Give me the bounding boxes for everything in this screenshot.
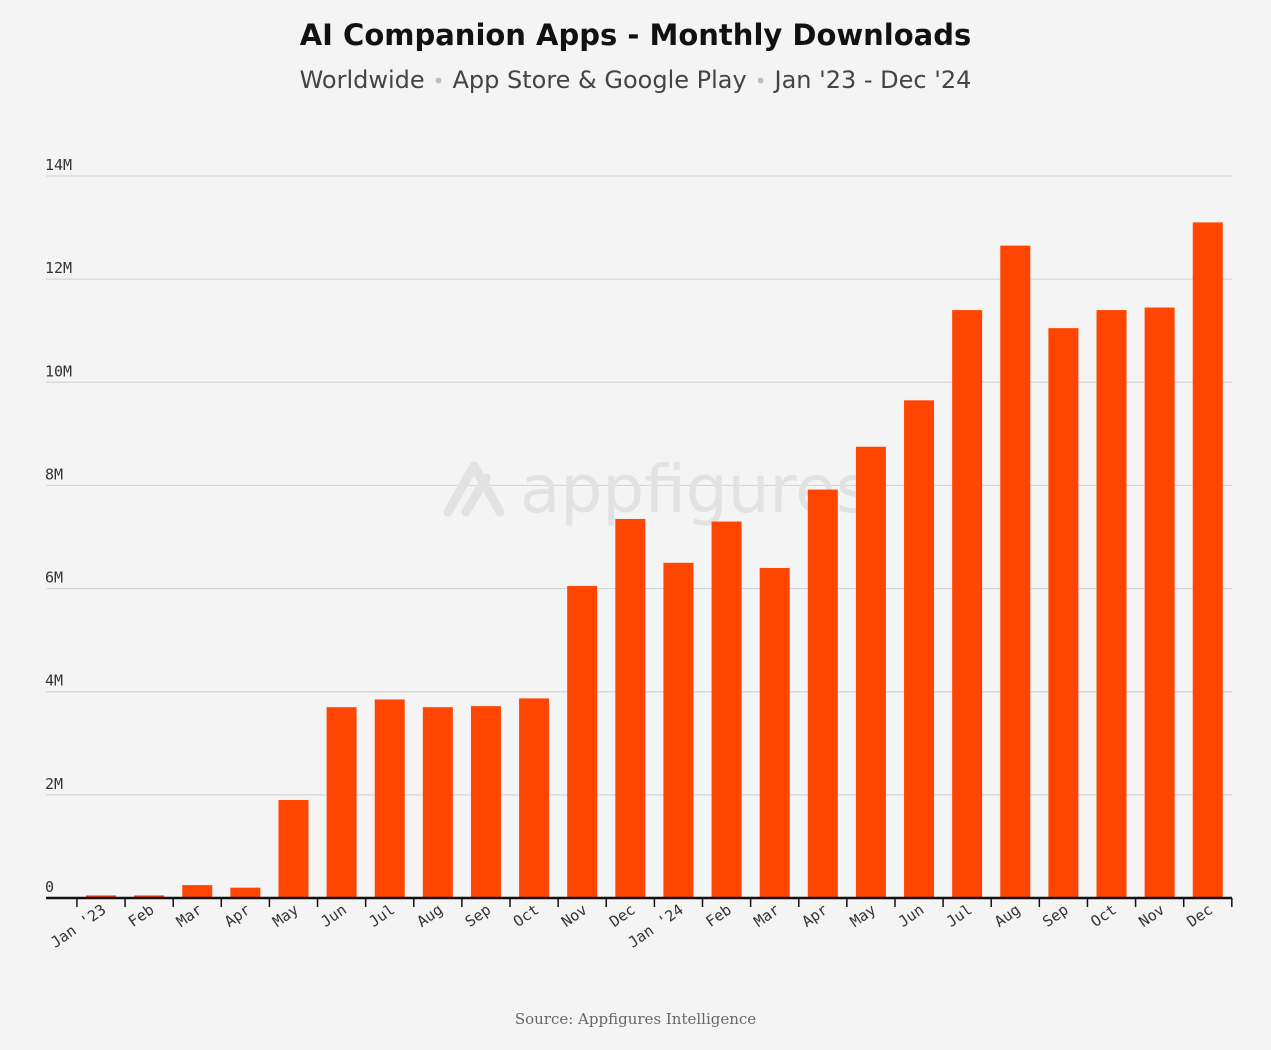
x-tick-label: Nov	[558, 901, 591, 931]
x-axis: Jan '23 Feb Mar Apr May Jun Jul Aug Sep Oct Nov Dec…	[46, 896, 1233, 952]
subtitle-separator-2: •	[754, 69, 767, 93]
x-tick-label: Apr	[221, 901, 254, 931]
x-tick-label: Jun	[895, 901, 928, 931]
x-tick-label: Feb	[125, 901, 158, 931]
bar	[1144, 307, 1175, 898]
y-tick-label: 14M	[45, 156, 72, 174]
bar	[759, 567, 790, 898]
bar	[86, 895, 116, 898]
x-tick-label: Sep	[462, 901, 495, 931]
bar-chart: appfigures 0 2M 4M 6M 8M 10M 12M 14M Jan '23 Feb…	[45, 156, 1233, 952]
bar	[663, 562, 694, 898]
bar	[470, 706, 501, 898]
y-tick-label: 2M	[45, 775, 63, 793]
bar	[182, 885, 213, 898]
bar	[1096, 310, 1127, 899]
source-note: Source: Appfigures Intelligence	[514, 1010, 757, 1028]
bar	[904, 400, 935, 898]
x-tick-label: Jan '23	[47, 901, 109, 952]
appfigures-logo-icon	[443, 461, 505, 517]
y-tick-label: 6M	[45, 569, 63, 587]
x-tick-label: Dec	[606, 901, 639, 931]
x-tick-label: Apr	[799, 901, 832, 931]
watermark: appfigures	[443, 451, 870, 528]
x-tick-label: Aug	[991, 901, 1024, 931]
x-tick-label: Oct	[510, 901, 543, 931]
y-tick-label: 8M	[45, 465, 63, 483]
bar	[807, 489, 838, 898]
x-tick-label: May	[269, 901, 302, 931]
bar	[1048, 328, 1079, 898]
x-tick-label: Feb	[702, 901, 735, 931]
x-tick-label: May	[847, 901, 880, 931]
x-tick-label: Jul	[943, 901, 976, 931]
bar	[134, 895, 165, 898]
bar	[230, 887, 261, 898]
bar	[567, 585, 598, 898]
subtitle-date-range: Jan '23 - Dec '24	[774, 66, 972, 94]
y-axis-ticks: 0 2M 4M 6M 8M 10M 12M 14M	[45, 156, 72, 896]
bars	[86, 222, 1223, 899]
x-tick-label: Jul	[365, 901, 398, 931]
bar	[615, 518, 646, 898]
x-tick-label: Mar	[750, 901, 783, 931]
x-tick-label: Nov	[1135, 901, 1168, 931]
x-tick-label: Sep	[1039, 901, 1072, 931]
x-tick-label: Oct	[1087, 901, 1120, 931]
x-tick-label: Aug	[414, 901, 447, 931]
bar	[374, 699, 405, 898]
chart-title: AI Companion Apps - Monthly Downloads	[299, 18, 972, 52]
chart-subtitle: Worldwide • App Store & Google Play • Jan '2…	[0, 66, 1271, 94]
subtitle-stores: App Store & Google Play	[452, 66, 747, 94]
bar	[855, 446, 886, 898]
y-tick-label: 12M	[45, 259, 72, 277]
bar	[952, 310, 983, 899]
bar	[278, 800, 309, 898]
bar	[711, 521, 742, 898]
bar	[519, 698, 550, 898]
x-tick-label: Jun	[317, 901, 350, 931]
y-tick-label: 4M	[45, 672, 63, 690]
y-tick-label: 0	[45, 878, 54, 896]
subtitle-region: Worldwide	[299, 66, 425, 94]
bar	[326, 707, 357, 898]
bar	[1192, 222, 1223, 898]
subtitle-separator-1: •	[432, 69, 445, 93]
x-tick-label: Jan '24	[625, 901, 687, 952]
x-tick-label: Dec	[1184, 901, 1217, 931]
y-tick-label: 10M	[45, 362, 72, 380]
bar	[422, 707, 453, 898]
x-tick-label: Mar	[173, 901, 206, 931]
bar	[1000, 245, 1031, 898]
